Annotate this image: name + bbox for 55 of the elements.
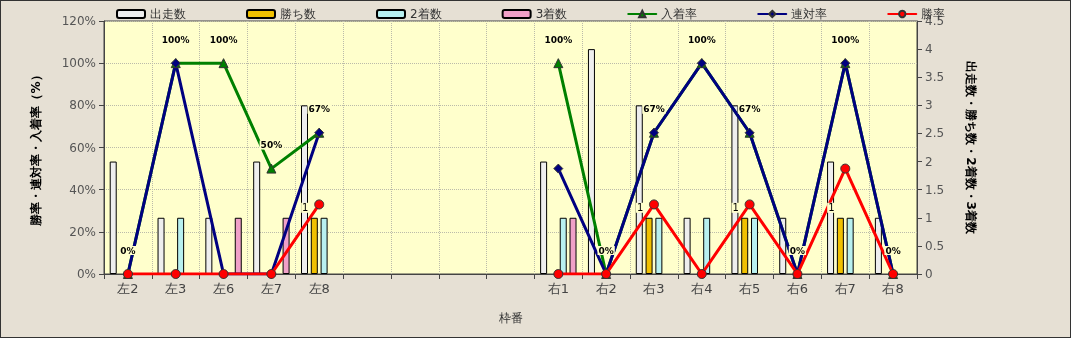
legend-label: 勝ち数 [280,7,316,21]
x-tick-label: 右7 [834,281,856,296]
data-label: 100% [544,34,573,45]
y2-tick-label: 1.5 [925,182,945,197]
x-tick-label: 左6 [212,281,235,296]
x-tick-label: 左8 [308,281,330,296]
y2-tick-label: 2.5 [925,126,945,141]
x-tick-label: 右6 [786,281,809,296]
y2-tick-label: 0.5 [925,238,945,253]
y-axis-title: 勝率・連対率・入着率（%） [29,69,43,227]
y2-tick-label: 0 [925,267,933,281]
y2-axis-title: 出走数・勝ち数・2着数・3着数 [964,61,978,235]
data-label: 0% [885,245,901,256]
legend-label: 3着数 [535,7,568,21]
y2-tick-label: 2 [925,154,933,169]
data-label: 100% [687,34,716,45]
data-label: 0% [598,245,614,256]
data-label: 50% [260,140,283,151]
legend-label: 出走数 [150,7,186,21]
legend-label: 連対率 [791,7,828,21]
x-axis-title: 枠番 [497,311,523,325]
data-label: 67% [308,104,330,115]
data-label: 100% [161,34,190,45]
y-tick-label: 60% [69,140,96,155]
x-tick-label: 右3 [643,281,665,296]
data-label: 1 [636,202,644,214]
y-tick-label: 80% [69,98,96,113]
data-label: 67% [643,104,665,115]
data-label: 0% [789,245,806,256]
data-label: 100% [831,34,860,45]
data-label: 0% [120,245,136,256]
y2-tick-label: 3 [925,98,933,113]
y2-tick-label: 3.5 [925,70,945,85]
y-tick-label: 120% [61,14,96,28]
x-tick-label: 左7 [260,281,283,296]
y2-tick-label: 1 [925,210,933,225]
y-tick-label: 20% [69,224,96,239]
y-tick-label: 100% [61,56,96,71]
x-tick-label: 右2 [595,281,617,296]
x-tick-label: 左3 [165,281,187,296]
data-label: 1 [732,202,739,214]
y-tick-label: 0% [76,267,96,281]
y-tick-label: 40% [69,182,96,197]
x-tick-label: 右5 [738,281,761,296]
data-label: 1 [828,202,835,214]
x-tick-label: 右4 [691,281,713,296]
x-tick-label: 右1 [547,281,569,296]
x-tick-label: 右8 [882,281,904,296]
data-label: 67% [738,104,761,115]
legend-label: 2着数 [410,7,442,21]
y2-tick-label: 4 [925,42,933,57]
data-label: 100% [209,34,238,45]
legend-label: 入着率 [661,7,698,21]
x-tick-label: 左2 [117,281,139,296]
data-label: 1 [302,202,309,214]
